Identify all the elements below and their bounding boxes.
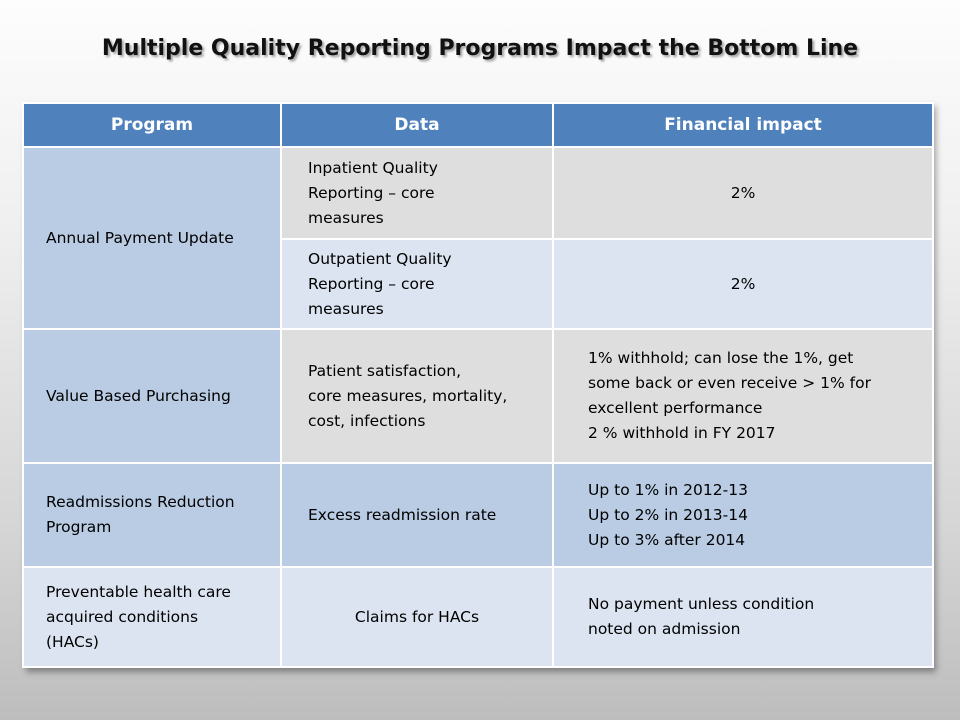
data-text: core measures, mortality, [308, 386, 508, 405]
programs-table-container: Program Data Financial impact Annual Pay… [22, 102, 934, 668]
data-text: Outpatient Quality [308, 249, 452, 268]
impact-cell: 2% [552, 146, 934, 240]
impact-text: Up to 1% in 2012-13 [588, 480, 748, 499]
data-cell: Claims for HACs [280, 566, 554, 668]
program-name: Readmissions Reduction [46, 493, 235, 511]
data-text: Reporting – core [308, 274, 435, 293]
table-row: Annual Payment Update Inpatient Quality … [22, 146, 934, 330]
data-text: Inpatient Quality [308, 158, 438, 177]
impact-text: excellent performance [588, 399, 763, 417]
program-name: Preventable health care [46, 582, 231, 601]
table-row: Preventable health care acquired conditi… [22, 566, 934, 668]
data-cell: Excess readmission rate [280, 462, 554, 568]
impact-text: Up to 2% in 2013-14 [588, 505, 748, 524]
impact-text: 2% [730, 183, 756, 202]
table-row: Readmissions Reduction Program Excess re… [22, 462, 934, 568]
impact-cell: 2% [552, 238, 934, 330]
data-text: measures [308, 208, 384, 227]
impact-text: 2% [730, 274, 756, 293]
header-data: Data [280, 102, 554, 148]
impact-text: Up to 3% after 2014 [588, 530, 746, 549]
data-text: Patient satisfaction, [308, 361, 462, 380]
header-financial-impact: Financial impact [552, 102, 934, 148]
impact-text: 2 % withhold in FY 2017 [588, 424, 776, 442]
impact-text: noted on admission [588, 620, 741, 638]
data-text: cost, infections [308, 411, 426, 430]
header-program: Program [22, 102, 282, 148]
data-cell: Patient satisfaction, core measures, mor… [280, 328, 554, 464]
program-cell: Annual Payment Update [22, 146, 282, 330]
slide-title: Multiple Quality Reporting Programs Impa… [101, 36, 859, 61]
data-text: measures [308, 299, 384, 318]
table-row: Outpatient Quality Reporting – core meas… [23, 238, 934, 330]
program-name: acquired conditions [46, 607, 199, 626]
program-name: Program [46, 518, 112, 536]
data-text: Reporting – core [308, 183, 435, 202]
data-cell: Inpatient Quality Reporting – core measu… [280, 146, 554, 240]
data-text: Claims for HACs [354, 607, 480, 626]
program-name: Annual Payment Update [46, 228, 234, 247]
program-name: Value Based Purchasing [46, 386, 231, 405]
impact-cell: 1% withhold; can lose the 1%, get some b… [552, 328, 934, 464]
impact-cell: No payment unless condition noted on adm… [552, 566, 934, 668]
program-cell: Readmissions Reduction Program [22, 462, 282, 568]
program-cell: Preventable health care acquired conditi… [22, 566, 282, 668]
program-cell: Value Based Purchasing [22, 328, 282, 464]
data-cell: Outpatient Quality Reporting – core meas… [280, 238, 554, 330]
program-name: (HACs) [46, 632, 99, 651]
impact-text: No payment unless condition [588, 595, 815, 613]
data-text: Excess readmission rate [308, 505, 497, 524]
impact-text: some back or even receive > 1% for [588, 374, 871, 392]
impact-text: 1% withhold; can lose the 1%, get [588, 349, 854, 367]
table-row: Value Based Purchasing Patient satisfact… [22, 328, 934, 464]
impact-cell: Up to 1% in 2012-13 Up to 2% in 2013-14 … [552, 462, 934, 568]
table-header-row: Program Data Financial impact [22, 102, 934, 148]
programs-table: Program Data Financial impact Annual Pay… [22, 102, 934, 668]
